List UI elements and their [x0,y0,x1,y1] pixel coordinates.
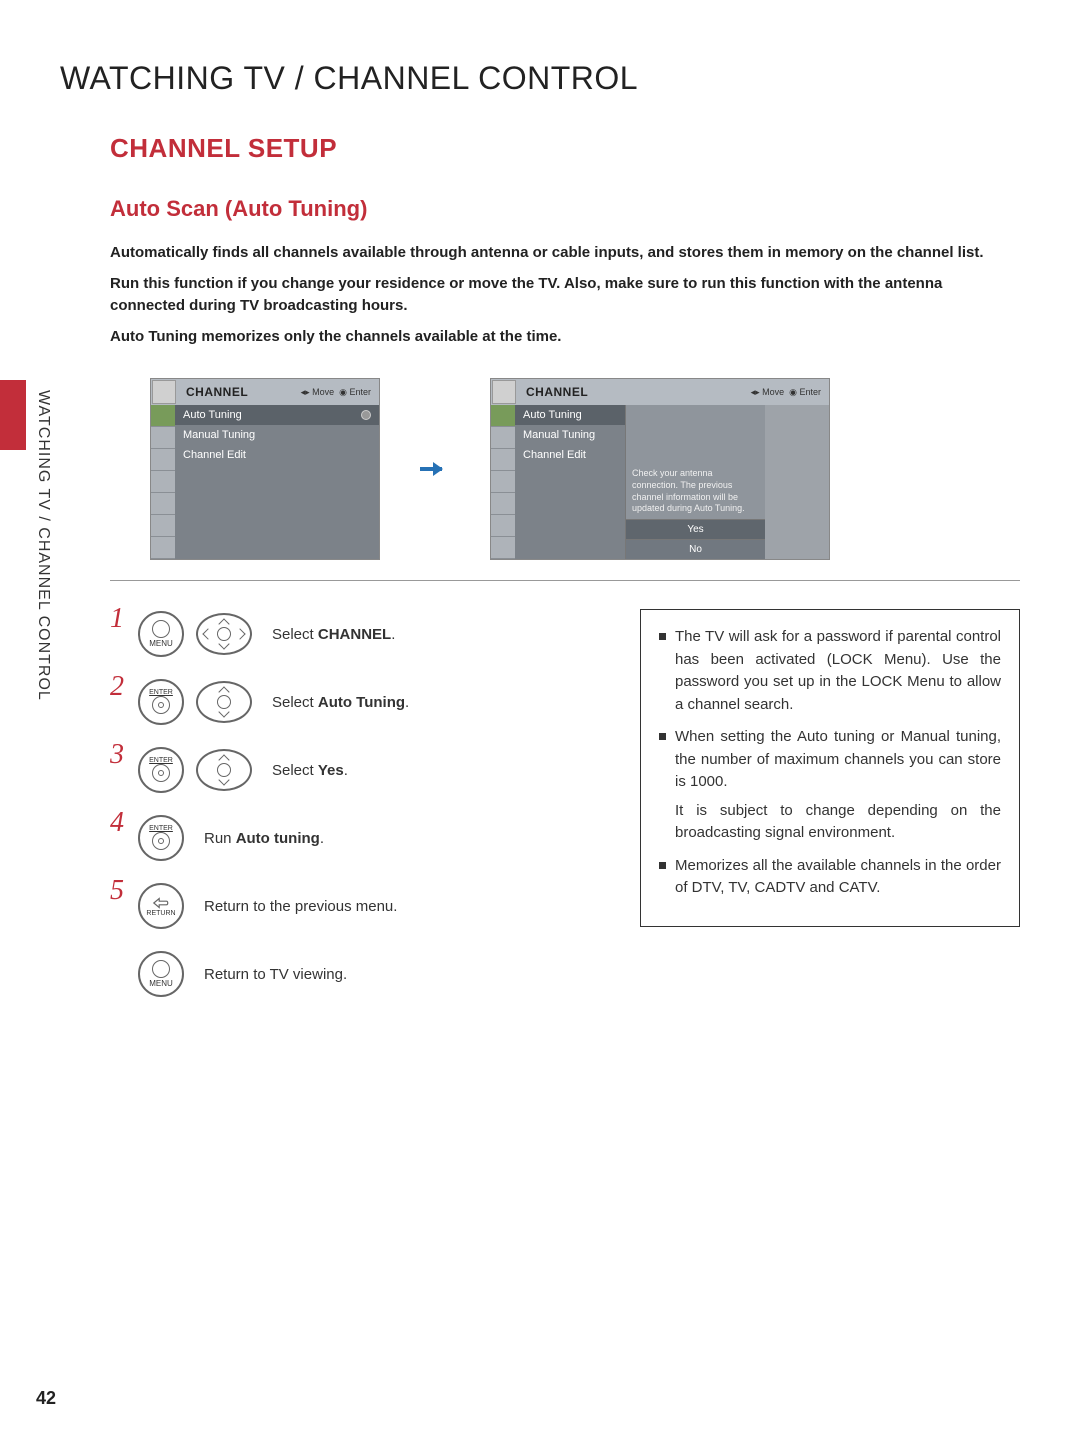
enter-button-icon: ENTER [138,679,184,725]
step-number: 5 [110,875,126,907]
menu-icon [491,515,515,537]
step-6: MENU Return to TV viewing. [110,949,600,999]
menu-icon [151,515,175,537]
menu-icon [491,405,515,427]
notes-box: The TV will ask for a password if parent… [640,609,1020,927]
step-text: Select CHANNEL. [272,626,395,643]
menu-item-auto-tuning[interactable]: Auto Tuning [175,405,379,425]
intro-p3: Auto Tuning memorizes only the channels … [110,326,1020,349]
divider [110,580,1020,581]
subsection-title: Auto Scan (Auto Tuning) [110,196,1020,222]
page-title: WATCHING TV / CHANNEL CONTROL [60,60,1020,97]
step-4: 4 ENTER Run Auto tuning. [110,813,600,863]
tv-logo-icon [492,380,516,404]
menu-icon [151,493,175,515]
menu-icon [491,493,515,515]
confirm-dialog: Check your antenna connection. The previ… [625,405,765,559]
step-1: 1 MENU Select CHANNEL. [110,609,600,659]
step-number: 1 [110,603,126,635]
step-text: Run Auto tuning. [204,830,324,847]
menu-icon [491,427,515,449]
menu-button-icon: MENU [138,951,184,997]
menu-button-icon: MENU [138,611,184,657]
enter-button-icon: ENTER [138,815,184,861]
step-text: Select Yes. [272,762,348,779]
note-item: Memorizes all the available channels in … [659,855,1001,900]
dialog-message: Check your antenna connection. The previ… [626,462,765,519]
menu-item-channel-edit[interactable]: Channel Edit [175,445,379,465]
intro-p1: Automatically finds all channels availab… [110,242,1020,265]
tv-menu-hints: ◂▸ Move ◉ Enter [751,387,821,398]
menu-icon [491,537,515,559]
step-number: 3 [110,739,126,771]
tv-menu-title: CHANNEL [186,385,248,399]
step-5: 5 RETURN Return to the previous menu. [110,881,600,931]
step-number: 4 [110,807,126,839]
menu-item-auto-tuning[interactable]: Auto Tuning [515,405,625,425]
menu-icon [151,471,175,493]
menu-icon [151,449,175,471]
menu-icon [491,471,515,493]
return-button-icon: RETURN [138,883,184,929]
note-item: The TV will ask for a password if parent… [659,626,1001,716]
intro-p2: Run this function if you change your res… [110,273,1020,318]
dpad-icon [196,681,252,723]
step-text: Return to the previous menu. [204,898,397,915]
tv-menu-title: CHANNEL [526,385,588,399]
menu-icon [151,537,175,559]
dpad-icon [196,613,252,655]
intro-text: Automatically finds all channels availab… [110,242,1020,348]
menu-item-manual-tuning[interactable]: Manual Tuning [515,425,625,445]
tv-menu-hints: ◂▸ Move ◉ Enter [301,387,371,398]
tv-menu-screenshots: CHANNEL ◂▸ Move ◉ Enter [150,378,1020,560]
tv-menu-before: CHANNEL ◂▸ Move ◉ Enter [150,378,380,560]
menu-icon [151,427,175,449]
step-2: 2 ENTER Select Auto Tuning. [110,677,600,727]
note-item: When setting the Auto tuning or Manual t… [659,726,1001,845]
menu-icon [491,449,515,471]
menu-icon [151,405,175,427]
section-title: CHANNEL SETUP [110,133,1020,164]
tv-menu-after: CHANNEL ◂▸ Move ◉ Enter [490,378,830,560]
menu-item-channel-edit[interactable]: Channel Edit [515,445,625,465]
step-3: 3 ENTER Select Yes. [110,745,600,795]
tv-logo-icon [152,380,176,404]
arrow-icon [420,462,450,476]
step-text: Select Auto Tuning. [272,694,409,711]
dialog-yes-button[interactable]: Yes [626,519,765,539]
dialog-no-button[interactable]: No [626,539,765,559]
step-number: 2 [110,671,126,703]
menu-item-manual-tuning[interactable]: Manual Tuning [175,425,379,445]
dpad-icon [196,749,252,791]
step-text: Return to TV viewing. [204,966,347,983]
page-number: 42 [36,1388,56,1409]
steps-list: 1 MENU Select CHANNEL. [110,609,600,1017]
enter-button-icon: ENTER [138,747,184,793]
